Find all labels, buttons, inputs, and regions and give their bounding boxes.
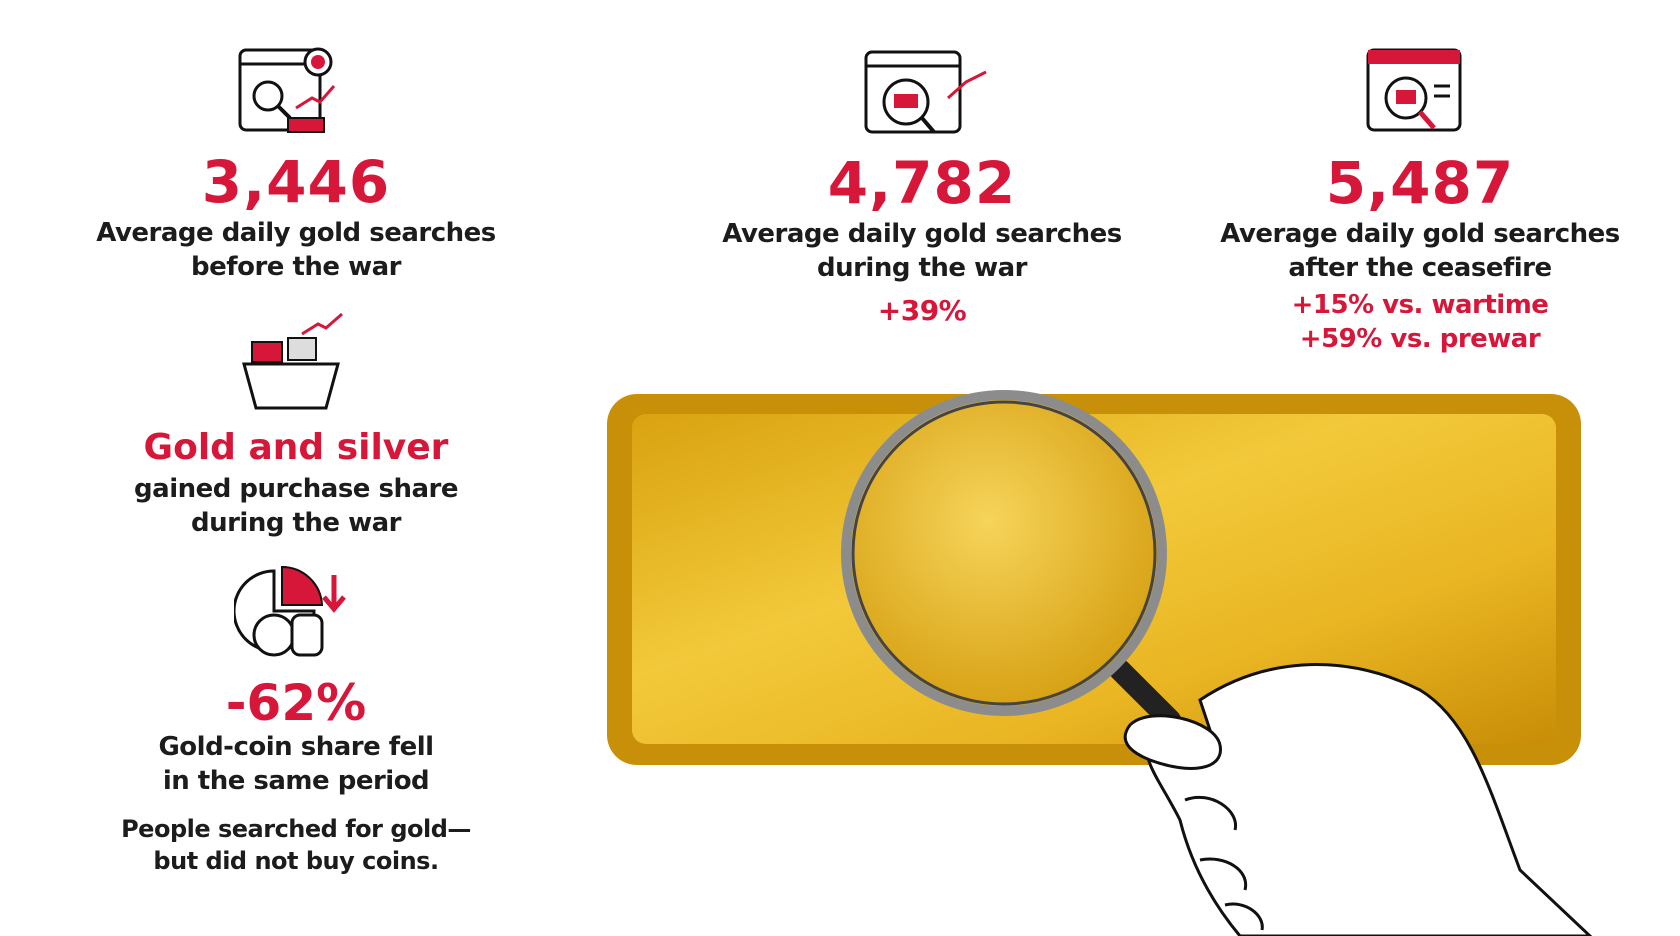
stat-label: Average daily gold searches [1220, 219, 1620, 249]
ceasefire-search-icon [1366, 48, 1462, 132]
stat-figure: Gold and silver [143, 427, 449, 468]
note: but did not buy coins. [153, 847, 439, 875]
stat-label: after the ceasefire [1288, 253, 1552, 283]
stat-label: Average daily gold searches [722, 219, 1122, 249]
search-icon [238, 47, 336, 133]
stat-label: gained purchase share [134, 474, 458, 504]
thumb [1123, 714, 1222, 770]
stat-figure: -62% [225, 674, 367, 732]
stat-label: Average daily gold searches [96, 218, 496, 248]
change: +59% vs. prewar [1299, 324, 1541, 354]
magnifier-handle [1109, 659, 1181, 731]
stat-figure: 5,487 [1325, 149, 1515, 217]
stat-figure: 3,446 [201, 148, 391, 216]
stat-label: in the same period [162, 766, 430, 796]
magnifier-rim [851, 400, 1157, 706]
stat-label: before the war [191, 252, 401, 282]
fingers [1184, 795, 1264, 931]
note: People searched for gold— [121, 815, 471, 843]
basket-icon [242, 312, 343, 410]
stat-figure: 4,782 [827, 149, 1017, 217]
analysis-icon [864, 50, 987, 134]
stat-label: Gold-coin share fell [158, 732, 434, 762]
stat-label: during the war [190, 508, 402, 538]
coins-icon [234, 565, 346, 657]
change: +39% [877, 294, 967, 327]
change: +15% vs. wartime [1291, 290, 1549, 320]
magnifier-lens [841, 390, 1167, 716]
stat-label: during the war [816, 253, 1028, 283]
